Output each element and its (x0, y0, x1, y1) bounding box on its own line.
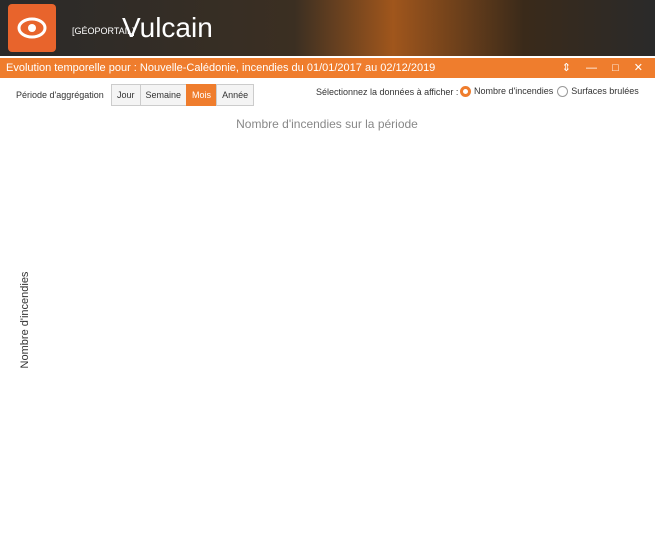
brand: Vulcain (122, 12, 213, 44)
aggregation-button[interactable]: Semaine (140, 84, 188, 106)
radio-label[interactable]: Nombre d'incendies (474, 86, 553, 96)
window-title-bar: Evolution temporelle pour : Nouvelle-Cal… (0, 58, 655, 78)
aggregation-button[interactable]: Jour (111, 84, 141, 106)
page: Nouvelle-CalédonieJanvier 2017Février 20… (0, 0, 655, 536)
header: Nouvelle-CalédonieJanvier 2017Février 20… (0, 0, 655, 56)
aggregation-label: Période d'aggrégation (16, 90, 104, 100)
display-options: Nombre d'incendies Surfaces brulées (456, 86, 639, 97)
logo[interactable]: Nouvelle-CalédonieJanvier 2017Février 20… (8, 4, 56, 52)
chart: Nombre d'incendies sur la période Nombre… (0, 108, 655, 536)
aggregation-button[interactable]: Mois (186, 84, 217, 106)
display-label: Sélectionnez la données à afficher : (316, 87, 458, 97)
aggregation-button[interactable]: Année (216, 84, 254, 106)
radio-label[interactable]: Surfaces brulées (571, 86, 639, 96)
window-title: Evolution temporelle pour : Nouvelle-Cal… (6, 62, 435, 74)
radio[interactable] (557, 86, 568, 97)
radio[interactable] (460, 86, 471, 97)
y-axis-label: Nombre d'incendies (19, 271, 31, 368)
chart-title: Nombre d'incendies sur la période (236, 117, 418, 131)
window-controls[interactable]: ⇕ — □ ✕ (562, 58, 649, 78)
